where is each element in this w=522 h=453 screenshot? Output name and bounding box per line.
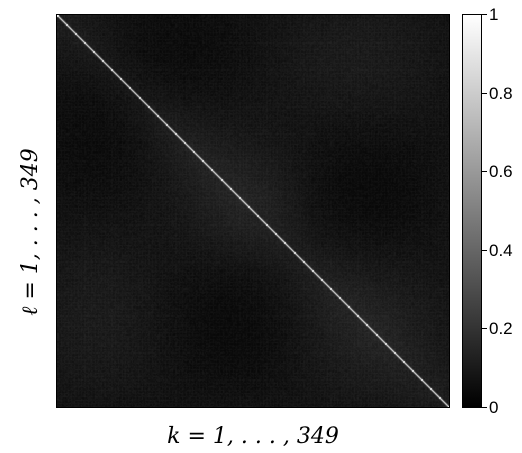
- colorbar-tick-label: 1: [489, 5, 499, 24]
- colorbar-tick-label: 0.6: [489, 162, 513, 182]
- y-axis-label: ℓ = 1, . . . , 349: [18, 148, 43, 316]
- heatmap-matrix: [57, 15, 449, 407]
- x-axis-label: k = 1, . . . , 349: [167, 424, 339, 449]
- colorbar-tick-label: 0.8: [489, 83, 513, 103]
- colorbar-tick-mark: [482, 328, 487, 330]
- colorbar-tick-mark: [482, 407, 487, 408]
- colorbar-tick-mark: [482, 249, 487, 251]
- colorbar: [462, 14, 482, 408]
- heatmap-plot-area: [56, 14, 450, 408]
- colorbar-tick-label: 0: [489, 398, 499, 417]
- colorbar-tick-label: 0.4: [489, 240, 513, 260]
- colorbar-tick-mark: [482, 92, 487, 94]
- colorbar-tick-mark: [482, 14, 487, 15]
- colorbar-tick-mark: [482, 171, 487, 173]
- colorbar-tick-label: 0.2: [489, 319, 513, 339]
